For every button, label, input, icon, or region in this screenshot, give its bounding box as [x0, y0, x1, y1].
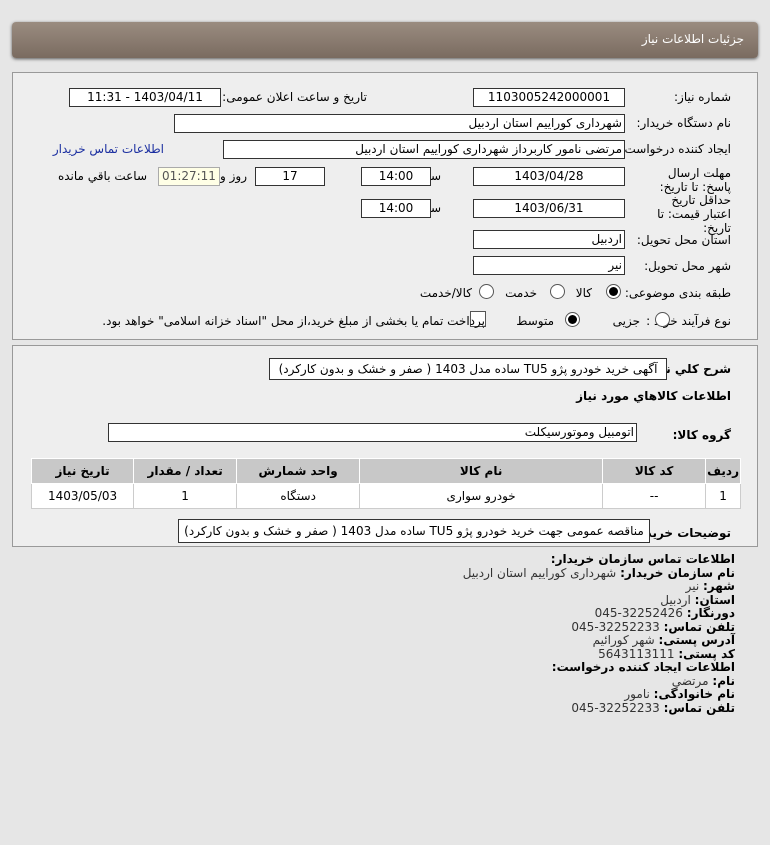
family-label: نام خانوادگی: [653, 687, 735, 701]
goods-panel: شرح کلي نیاز: آگهی خرید خودرو پژو TU5 سا… [12, 345, 758, 547]
creator-phone-label: تلفن تماس: [663, 700, 735, 715]
page-header: جزئیات اطلاعات نیاز [12, 22, 758, 58]
validity-label: حداقل تاریخ اعتبار قیمت: تا تاریخ: [657, 193, 731, 235]
remaining-label: ساعت باقي مانده [57, 169, 147, 183]
table-header-row: ردیف کد کالا نام کالا واحد شمارش تعداد /… [30, 458, 741, 484]
summary-field: آگهی خرید خودرو پژو TU5 ساده مدل 1403 ( … [269, 358, 667, 380]
cell-date: 1403/05/03 [30, 483, 135, 509]
col-qty: تعداد / مقدار [133, 458, 238, 484]
category-radio-goods-service[interactable] [479, 284, 494, 299]
category-radio-goods[interactable] [606, 284, 621, 299]
cell-name: خودرو سواری [359, 483, 604, 509]
province-field[interactable]: اردبیل [473, 230, 625, 249]
days-field: 17 [255, 167, 325, 186]
col-date: تاریخ نیاز [30, 458, 135, 484]
address-value: شهر کورائیم [592, 633, 655, 647]
validity-date-field[interactable]: 1403/06/31 [473, 199, 625, 218]
phone-label: تلفن تماس: [663, 619, 735, 634]
need-info-panel: شماره نیاز: 1103005242000001 تاریخ و ساع… [12, 72, 758, 340]
city-label: شهر محل تحویل: [644, 259, 731, 273]
family-value: نامور [624, 687, 650, 701]
buyer-label: نام دستگاه خریدار: [636, 116, 732, 130]
cell-qty: 1 [133, 483, 238, 509]
city-value: نیر [685, 579, 700, 593]
creator-label: ایجاد کننده درخواست: [620, 142, 731, 156]
col-code: کد کالا [602, 458, 707, 484]
process-radio-medium[interactable] [565, 312, 580, 327]
cell-code: -- [602, 483, 707, 509]
province-label: استان محل تحویل: [636, 233, 731, 247]
buyer-contact-info: اطلاعات تماس سازمان خریدار: نام سازمان خ… [462, 552, 735, 715]
org-value: شهرداری کوراییم استان اردبیل [462, 565, 617, 580]
org-label: نام سازمان خریدار: [620, 565, 735, 580]
category-option-goods-label: کالا [575, 286, 592, 300]
name-label: نام: [712, 673, 735, 688]
category-radio-service[interactable] [550, 284, 565, 299]
address-label: آدرس پستی: [658, 633, 735, 647]
cell-unit: دستگاه [236, 483, 361, 509]
province-label: استان: [694, 592, 735, 607]
process-option-medium-label: متوسط [516, 314, 554, 328]
creator-phone-value: 32252233-045 [571, 700, 660, 715]
province-value: اردبیل [660, 592, 691, 607]
category-option-service-label: خدمت [505, 286, 537, 300]
buyer-field[interactable]: شهرداری کوراییم استان اردبیل [174, 114, 625, 133]
days-label: روز و [220, 169, 247, 183]
col-unit: واحد شمارش [236, 458, 361, 484]
name-value: مرتضی [671, 673, 709, 688]
buyer-notes-field: مناقصه عمومی جهت خرید خودرو پژو TU5 ساده… [178, 519, 650, 543]
city-label: شهر: [703, 579, 735, 593]
payment-note: پرداخت تمام یا بخشی از مبلغ خرید،از محل … [102, 314, 485, 328]
page-title: جزئیات اطلاعات نیاز [641, 32, 744, 46]
treasury-checkbox[interactable] [470, 311, 486, 327]
deadline-date-field[interactable]: 1403/04/28 [473, 167, 625, 186]
category-label: طبقه بندی موضوعی: [624, 286, 731, 300]
buyer-notes-label: توضیحات خریدار: [629, 526, 731, 540]
group-field: اتومبیل وموتورسیکلت [108, 423, 637, 442]
announce-field[interactable]: 1403/04/11 - 11:31 [69, 88, 221, 107]
fax-value: 32252426-045 [594, 606, 683, 620]
deadline-label: مهلت ارسال پاسخ: تا تاریخ: [659, 166, 731, 194]
phone-value: 32252233-045 [571, 619, 660, 634]
table-row: 1 -- خودرو سواری دستگاه 1 1403/05/03 [30, 483, 741, 509]
deadline-time-field[interactable]: 14:00 [361, 167, 431, 186]
postal-label: کد پستی: [678, 646, 735, 661]
cell-row: 1 [705, 483, 741, 509]
need-number-field[interactable]: 1103005242000001 [473, 88, 625, 107]
announce-label: تاریخ و ساعت اعلان عمومی: [222, 90, 367, 104]
buyer-contact-link[interactable]: اطلاعات تماس خریدار [52, 142, 164, 156]
creator-title: اطلاعات ایجاد کننده درخواست: [551, 660, 735, 674]
postal-value: 5643113111 [598, 646, 675, 661]
creator-field[interactable]: مرتضی نامور کاربرداز شهرداری کوراییم است… [223, 140, 625, 159]
contact-title: اطلاعات تماس سازمان خریدار: [550, 552, 735, 566]
group-label: گروه کالا: [672, 428, 731, 442]
city-field[interactable]: نیر [473, 256, 625, 275]
goods-title: اطلاعات کالاهاي مورد نیاز [576, 389, 731, 403]
validity-time-field[interactable]: 14:00 [361, 199, 431, 218]
fax-label: دورنگار: [686, 606, 735, 620]
process-option-minor-label: جزیی [612, 314, 640, 328]
remaining-time: 01:27:11 [158, 167, 220, 186]
category-option-goods-service-label: کالا/خدمت [419, 286, 472, 300]
col-name: نام کالا [359, 458, 604, 484]
col-row: ردیف [705, 458, 741, 484]
goods-table: ردیف کد کالا نام کالا واحد شمارش تعداد /… [30, 458, 741, 509]
need-number-label: شماره نیاز: [674, 90, 731, 104]
process-radio-minor[interactable] [655, 312, 670, 327]
